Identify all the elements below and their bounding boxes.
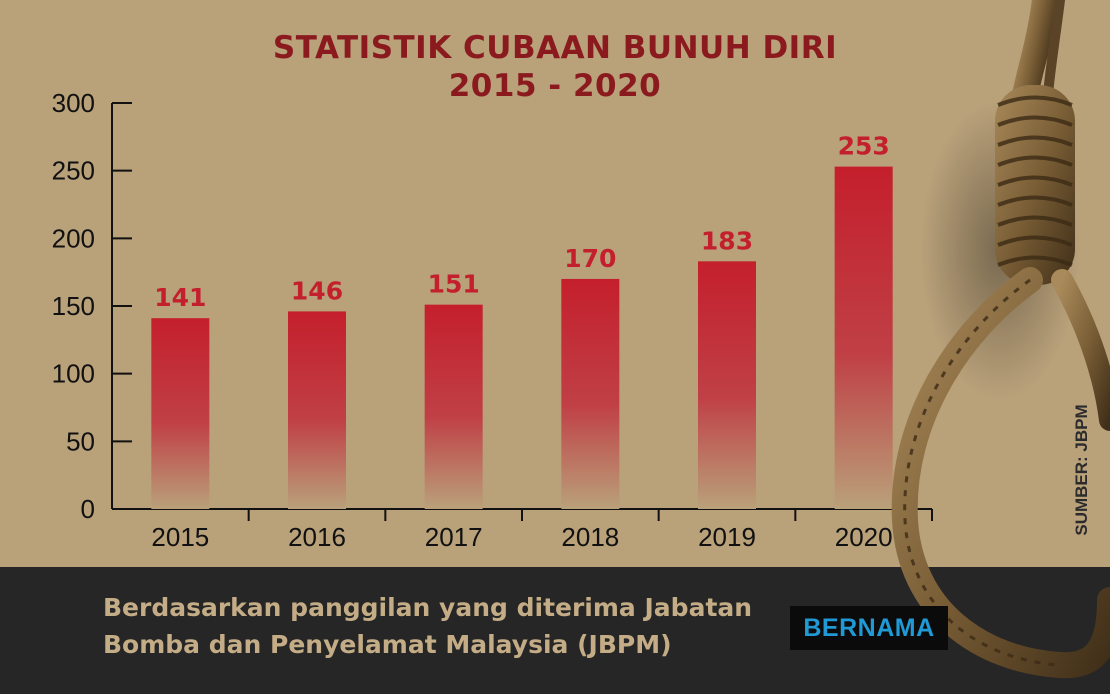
x-tick-label-2015: 2015 [151,522,209,552]
y-tick-label: 150 [52,291,95,321]
data-label-2015: 141 [154,283,206,312]
y-tick-label: 300 [52,88,95,118]
data-label-2020: 253 [838,132,890,161]
bar-2018 [561,278,620,509]
caption-line-1: Berdasarkan panggilan yang diterima Jaba… [103,593,753,622]
x-tick-label-2020: 2020 [835,522,893,552]
y-tick-label: 0 [81,494,95,524]
y-tick-label: 100 [52,359,95,389]
x-tick-label-2017: 2017 [425,522,483,552]
data-label-2017: 151 [428,270,480,299]
bernama-logo: BERNAMA [790,606,948,650]
bar-2019 [698,261,756,509]
chart-axes: 0 50 100 150 200 250 300 [52,88,933,524]
chart-subtitle: 2015 - 2020 [448,68,662,104]
x-tick-label-2016: 2016 [288,522,346,552]
bar-2016 [288,311,346,509]
y-tick-label: 250 [52,156,95,186]
x-tick-label-2019: 2019 [698,522,756,552]
bar-2020 [834,166,893,509]
chart-bars [151,166,893,509]
source-note: SUMBER: JBPM [1072,404,1091,536]
chart-labels: 141 2015 146 2016 151 2017 170 2018 183 2019 253 20… [151,132,892,552]
y-tick-label: 50 [66,426,95,456]
caption-line-2: Bomba dan Penyelamat Malaysia (JBPM) [103,630,672,659]
bar-2017 [424,304,483,509]
data-label-2018: 170 [564,244,616,273]
chart-title: STATISTIK CUBAAN BUNUH DIRI [272,30,838,66]
bar-2015 [151,318,210,509]
x-tick-label-2018: 2018 [561,522,619,552]
y-tick-label: 200 [52,223,95,253]
data-label-2016: 146 [291,276,343,305]
data-label-2019: 183 [701,226,753,255]
caption: Berdasarkan panggilan yang diterima Jaba… [103,589,752,663]
